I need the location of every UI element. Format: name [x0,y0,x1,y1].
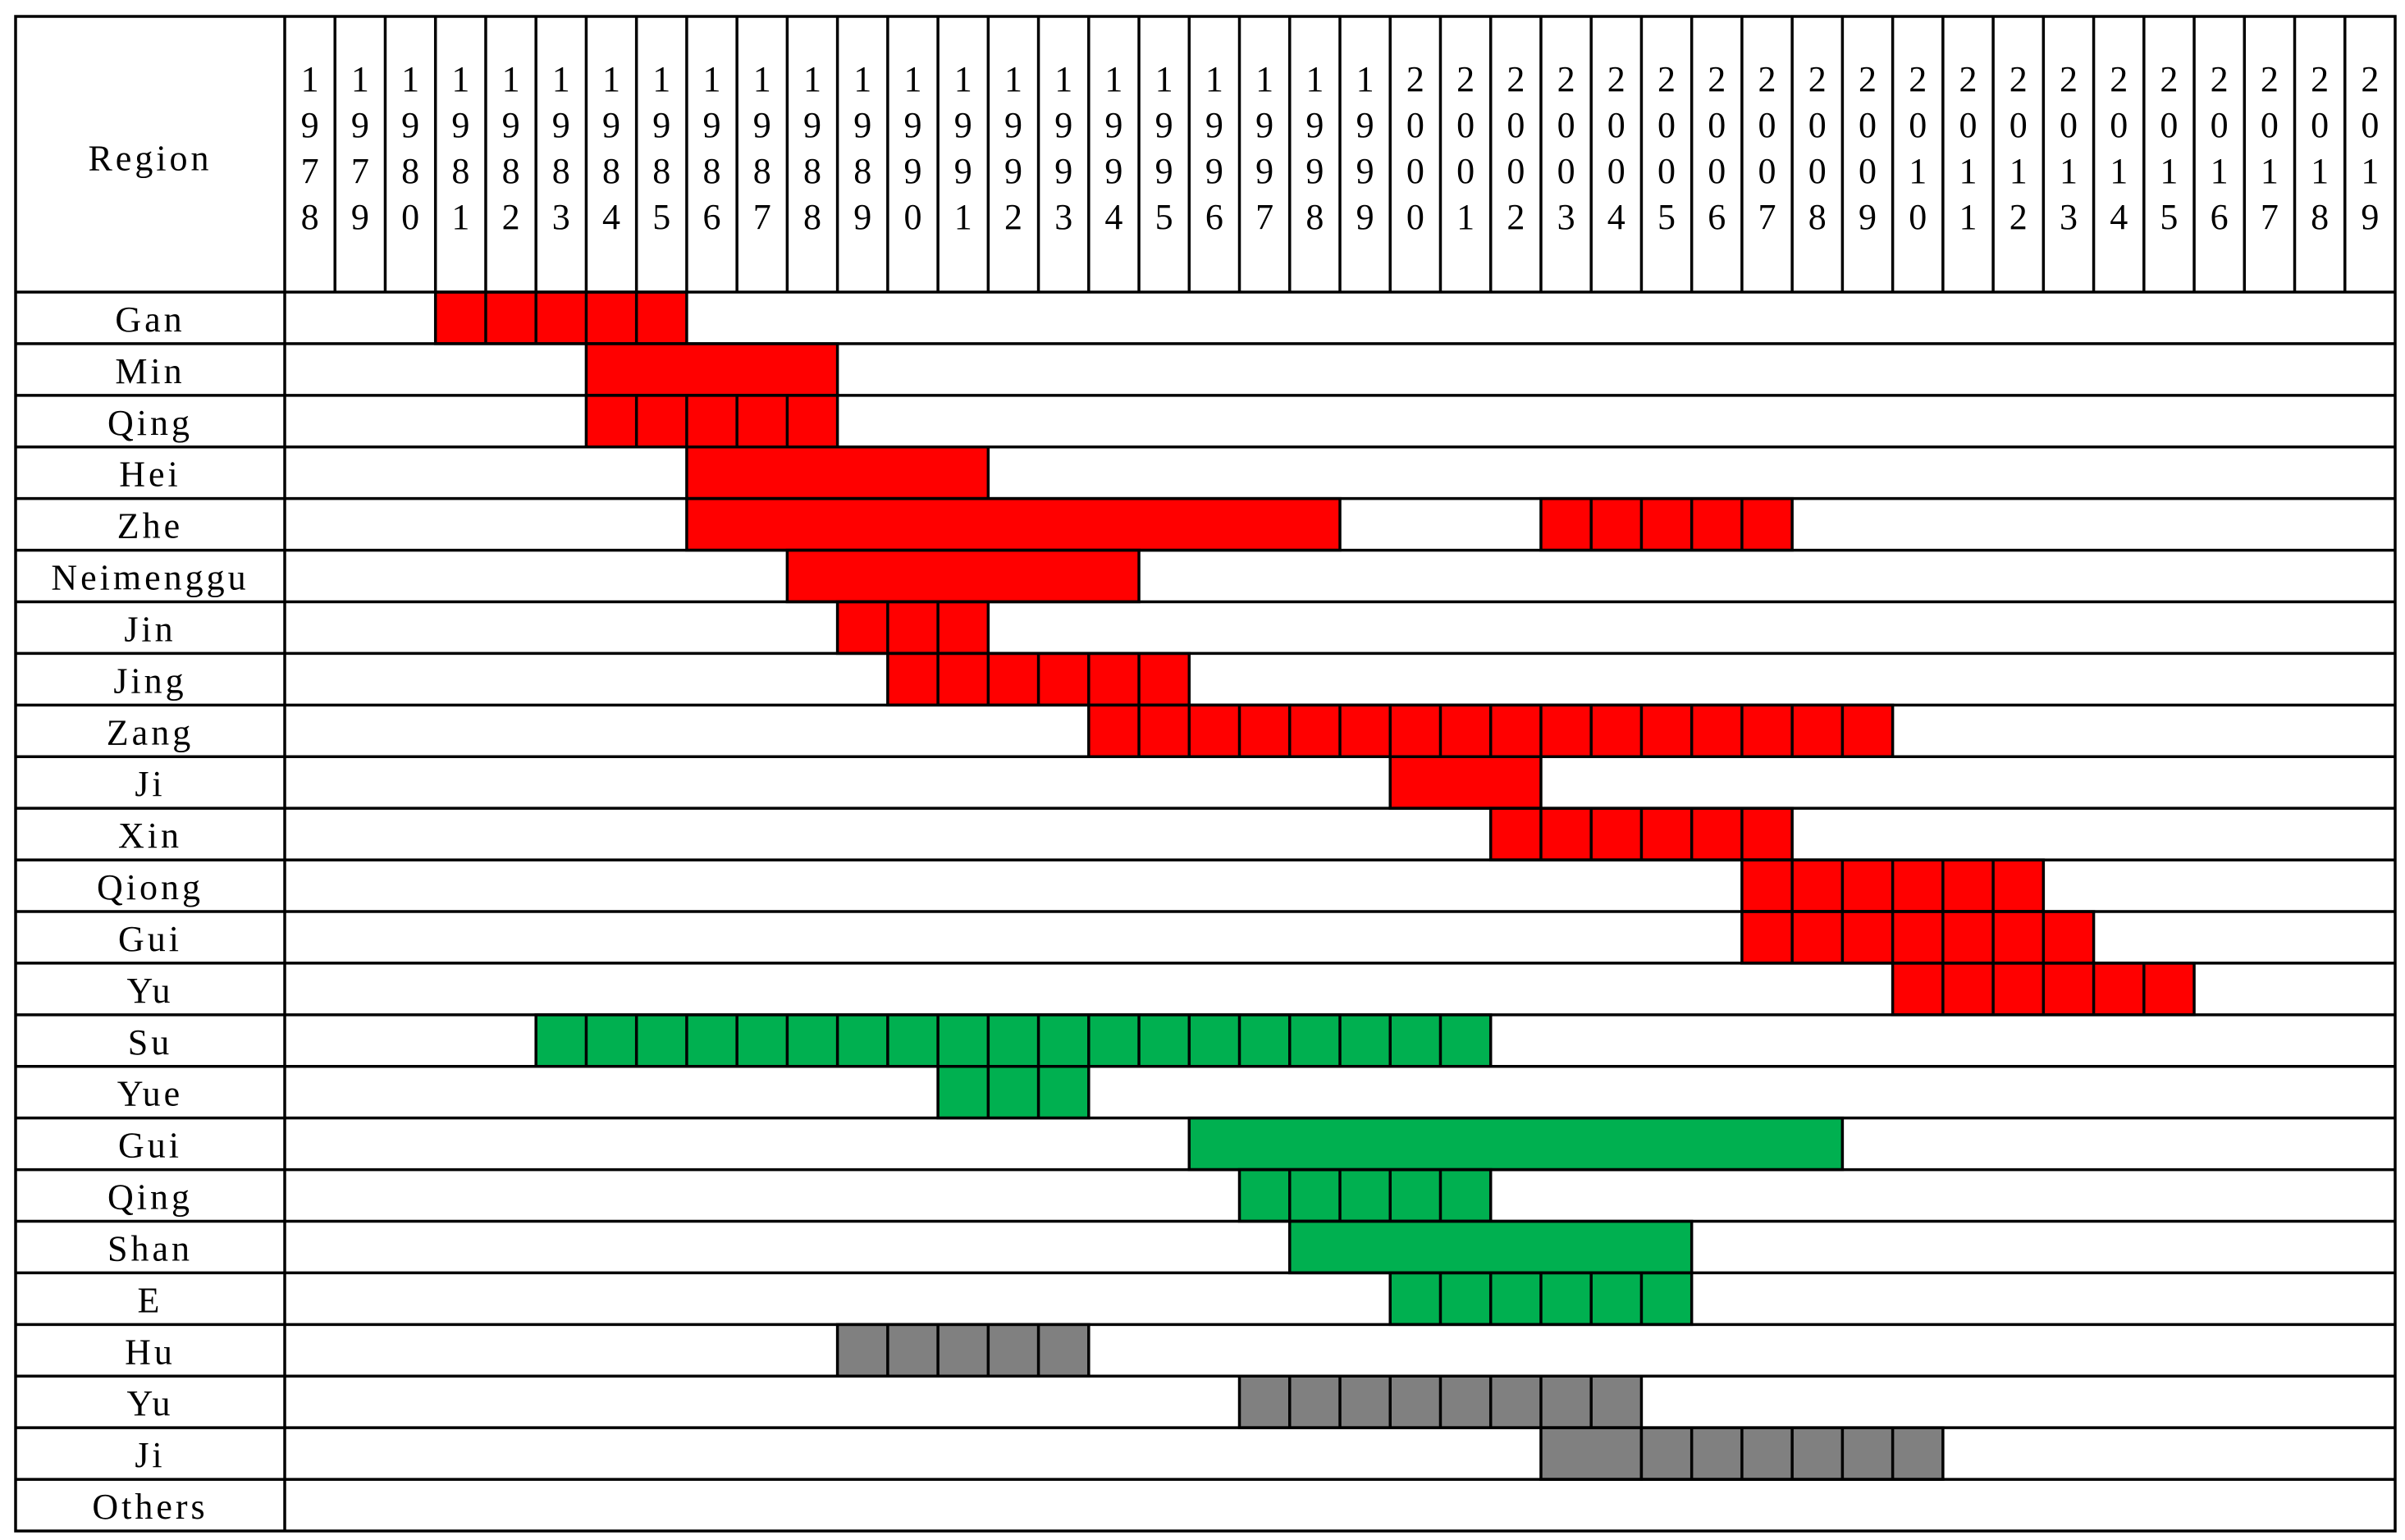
region-label: Yue [117,1074,183,1114]
year-label: 1983 [541,59,581,243]
region-label: Neimenggu [51,558,249,598]
year-label: 1992 [993,59,1033,243]
year-label: 1996 [1194,59,1234,243]
timeline-bar [1388,755,1543,810]
region-label: Su [128,1022,172,1062]
timeline-bar [685,496,1342,552]
year-label: 2011 [1948,59,1988,243]
region-label: Zhe [117,506,183,546]
region-label: Zang [107,712,194,752]
timeline-bar [835,600,990,656]
year-label: 1982 [491,59,531,243]
timeline-bar [534,1013,1493,1068]
timeline-bar [785,548,1141,604]
timeline-bar [1740,910,2096,965]
timeline-bar [1539,1426,1644,1481]
year-label: 1990 [893,59,933,243]
region-label: Jing [113,660,186,701]
year-label: 2013 [2048,59,2088,243]
year-label: 2016 [2199,59,2239,243]
year-label: 1981 [441,59,481,243]
region-label: Gui [118,1126,182,1166]
region-label: Qing [107,403,193,443]
year-label: 2006 [1697,59,1737,243]
year-label: 1997 [1245,59,1285,243]
year-label: 2014 [2099,59,2139,243]
year-label: 1989 [843,59,883,243]
timeline-bar [584,394,839,449]
year-label: 2012 [1998,59,2038,243]
timeline-bar [835,1323,1090,1378]
year-label: 2017 [2249,59,2289,243]
region-label: Ji [135,764,165,804]
year-label: 1998 [1295,59,1335,243]
year-label: 1999 [1345,59,1385,243]
year-label: 1980 [391,59,431,243]
year-label: 2002 [1496,59,1536,243]
year-label: 2007 [1747,59,1787,243]
year-label: 1995 [1144,59,1184,243]
region-label: E [138,1280,163,1320]
year-label: 1988 [793,59,833,243]
year-label: 2000 [1395,59,1435,243]
timeline-bar [1187,1116,1845,1172]
year-label: 2005 [1647,59,1687,243]
region-label: Xin [118,816,182,856]
region-label: Hei [119,455,181,495]
region-label: Jin [124,609,176,649]
timeline-bar [1539,496,1794,552]
region-label: Qiong [97,867,203,907]
year-label: 2003 [1546,59,1586,243]
year-label: 2018 [2300,59,2340,243]
year-label: 1984 [592,59,632,243]
year-label: 1994 [1094,59,1134,243]
year-label: 1987 [742,59,782,243]
region-label: Min [115,351,185,391]
timeline-bar [1288,1219,1694,1275]
region-label: Ji [135,1435,165,1475]
timeline-bar [936,1065,1090,1120]
region-label: Yu [127,1383,174,1423]
region-label: Others [92,1487,208,1527]
timeline-bar [1237,1168,1493,1223]
year-label: 2019 [2350,59,2390,243]
timeline-bar [685,446,990,500]
header-label: Region [88,139,212,179]
year-label: 2008 [1797,59,1837,243]
timeline-bar [433,290,688,345]
timeline-bar [584,342,839,397]
year-label: 2001 [1446,59,1486,243]
year-label: 1978 [290,59,330,243]
year-label: 1991 [943,59,983,243]
year-label: 1979 [340,59,380,243]
region-label: Shan [107,1228,193,1268]
region-label: Hu [125,1332,176,1372]
year-label: 2004 [1596,59,1636,243]
region-label: Gui [118,919,182,959]
year-label: 2010 [1898,59,1938,243]
region-label: Yu [127,971,174,1011]
year-label: 2009 [1848,59,1888,243]
region-label: Qing [107,1177,193,1218]
year-label: 2015 [2149,59,2189,243]
year-label: 1993 [1044,59,1084,243]
table-border [14,15,2397,1533]
year-label: 1986 [692,59,732,243]
region-label: Gan [115,299,185,340]
year-label: 1985 [642,59,682,243]
